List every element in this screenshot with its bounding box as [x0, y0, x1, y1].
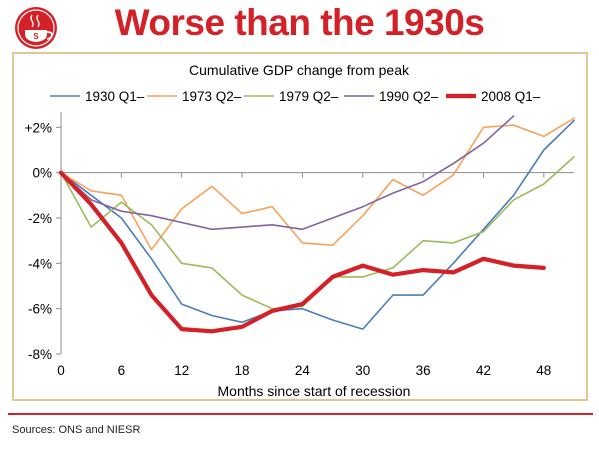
legend-item: 2008 Q1– — [446, 89, 541, 104]
legend-label: 1990 Q2– — [379, 89, 439, 104]
y-tick-label: +2% — [25, 120, 52, 135]
y-tick-label: -2% — [28, 211, 52, 226]
svg-text:S: S — [33, 32, 39, 41]
legend-label: 1979 Q2– — [279, 89, 339, 104]
legend-item: 1979 Q2– — [244, 89, 339, 104]
x-tick-label: 36 — [416, 363, 431, 378]
series-line — [60, 119, 575, 330]
x-axis-label: Months since start of recession — [218, 383, 411, 399]
x-tick-label: 12 — [174, 363, 189, 378]
series-line — [60, 117, 575, 251]
legend-label: 1930 Q1– — [85, 89, 145, 104]
legend-label: 2008 Q1– — [481, 89, 541, 104]
chart-frame: Cumulative GDP change from peak 1930 Q1– 1… — [12, 52, 588, 401]
x-tick-label: 30 — [355, 363, 370, 378]
y-tick-label: -4% — [28, 256, 52, 271]
x-tick-label: 18 — [235, 363, 250, 378]
y-tick-label: 0% — [32, 166, 52, 181]
legend-item: 1990 Q2– — [344, 89, 439, 104]
legend-label: 1973 Q2– — [182, 89, 242, 104]
coffee-cup-icon: S — [14, 6, 58, 50]
legend-item: 1930 Q1– — [50, 89, 145, 104]
source-note: Sources: ONS and NIESR — [12, 424, 141, 436]
divider-rule — [8, 413, 593, 415]
series-line — [60, 156, 575, 310]
page-title: Worse than the 1930s — [114, 2, 485, 43]
gdp-line-chart: Cumulative GDP change from peak 1930 Q1– 1… — [25, 62, 575, 399]
x-tick-label: 6 — [118, 363, 126, 378]
x-tick-label: 48 — [536, 363, 551, 378]
x-tick-label: 24 — [295, 363, 311, 378]
series-line — [58, 170, 546, 334]
series-line — [60, 115, 515, 231]
y-tick-label: -8% — [28, 347, 52, 362]
chart-title: Cumulative GDP change from peak — [189, 62, 410, 78]
y-tick-label: -6% — [28, 302, 52, 317]
legend-item: 1973 Q2– — [147, 89, 242, 104]
x-tick-label: 42 — [476, 363, 491, 378]
x-tick-label: 0 — [57, 363, 65, 378]
